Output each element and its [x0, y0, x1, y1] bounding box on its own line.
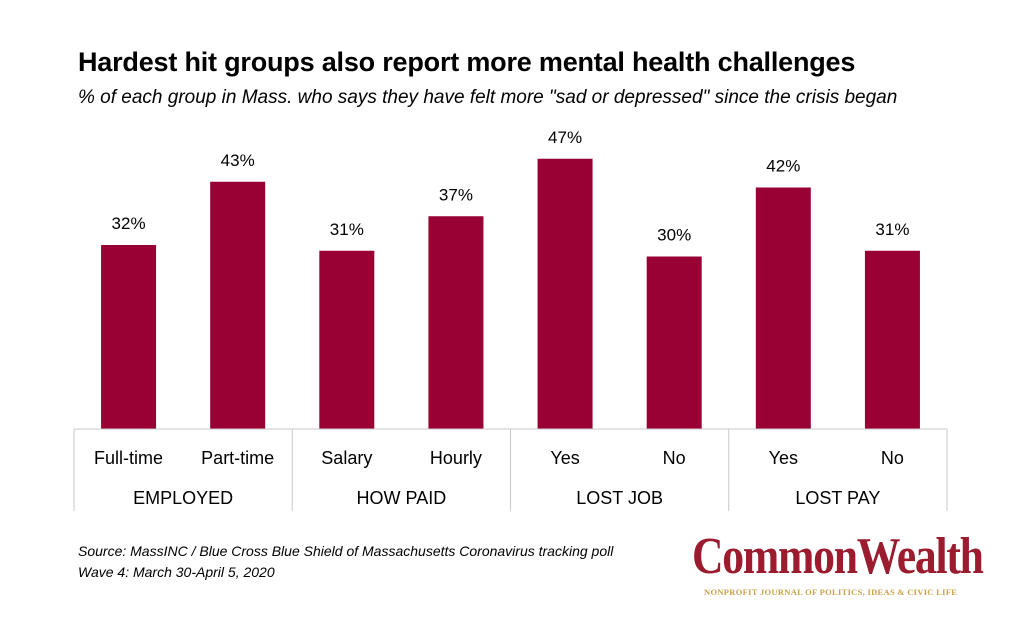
- bar-1: [101, 245, 157, 429]
- chart-subtitle: % of each group in Mass. who says they h…: [78, 87, 898, 108]
- chart-title: Hardest hit groups also report more ment…: [78, 47, 856, 77]
- group-label-2: HOW PAID: [357, 488, 447, 508]
- category-label-5: Yes: [550, 448, 579, 468]
- data-label-5: 47%: [548, 128, 582, 147]
- bar-8: [864, 250, 920, 429]
- category-label-6: No: [663, 448, 686, 468]
- data-label-4: 37%: [439, 185, 473, 204]
- data-label-7: 42%: [766, 157, 800, 176]
- bar-3: [319, 250, 375, 429]
- bar-chart: 32% Full-time 43% Part-time 31% Salary 37% Hour…: [73, 128, 948, 511]
- category-label-1: Full-time: [94, 448, 163, 468]
- data-label-2: 43%: [221, 151, 255, 170]
- bar-7: [755, 187, 811, 429]
- group-label-4: LOST PAY: [795, 488, 880, 508]
- group-label-1: EMPLOYED: [133, 488, 233, 508]
- data-label-8: 31%: [875, 220, 909, 239]
- bar-6: [646, 256, 702, 429]
- bar-4: [428, 216, 484, 429]
- data-label-1: 32%: [112, 214, 146, 233]
- category-label-4: Hourly: [430, 448, 482, 468]
- data-label-3: 31%: [330, 220, 364, 239]
- category-label-3: Salary: [321, 448, 372, 468]
- source-line-2: Wave 4: March 30-April 5, 2020: [78, 564, 275, 580]
- category-label-7: Yes: [769, 448, 798, 468]
- bar-5: [537, 158, 593, 429]
- logo-wordmark: CommonWealth: [692, 528, 984, 585]
- source-note: Source: MassINC / Blue Cross Blue Shield…: [78, 541, 613, 583]
- source-line-1: Source: MassINC / Blue Cross Blue Shield…: [78, 543, 614, 559]
- category-label-8: No: [881, 448, 904, 468]
- category-label-2: Part-time: [201, 448, 274, 468]
- data-label-6: 30%: [657, 226, 691, 245]
- logo-tagline: NONPROFIT JOURNAL OF POLITICS, IDEAS & C…: [704, 587, 958, 597]
- group-label-3: LOST JOB: [576, 488, 663, 508]
- commonwealth-logo: CommonWealth NONPROFIT JOURNAL OF POLITI…: [692, 528, 984, 598]
- bar-2: [210, 181, 266, 429]
